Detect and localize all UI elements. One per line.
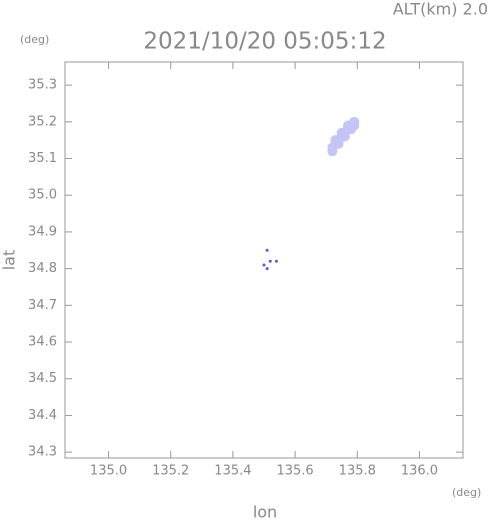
y-tick-label: 34.7 [28, 298, 57, 313]
x-tick-label: 135.6 [276, 464, 313, 479]
echo-point [265, 267, 269, 271]
x-tick-label: 136.0 [401, 464, 438, 479]
y-unit: (deg) [20, 33, 49, 46]
echo-point [265, 248, 269, 252]
y-tick-label: 35.0 [28, 188, 57, 203]
echo-point [274, 259, 278, 263]
x-tick-label: 135.8 [339, 464, 376, 479]
echo-point [330, 135, 341, 146]
y-tick-label: 35.2 [28, 114, 57, 129]
y-tick-label: 34.6 [28, 335, 57, 350]
x-tick-label: 135.4 [214, 464, 251, 479]
chart-title: 2021/10/20 05:05:12 [143, 29, 386, 55]
echo-point [262, 263, 266, 267]
y-tick-label: 34.8 [28, 261, 57, 276]
y-tick-label: 34.5 [28, 371, 57, 386]
altitude-label: ALT(km) 2.0 [393, 0, 488, 19]
echo-point [349, 120, 360, 131]
y-tick-label: 34.3 [28, 445, 57, 460]
echo-point [336, 127, 347, 138]
y-tick-label: 34.9 [28, 224, 57, 239]
x-tick-label: 135.0 [90, 464, 127, 479]
echo-point [327, 146, 338, 157]
y-tick-label: 35.1 [28, 151, 57, 166]
x-unit: (deg) [452, 486, 481, 499]
y-axis-label: lat [0, 250, 19, 271]
echo-point [268, 259, 272, 263]
y-tick-label: 35.3 [28, 78, 57, 93]
x-tick-label: 135.2 [152, 464, 189, 479]
x-axis-label: lon [253, 503, 277, 521]
y-tick-label: 34.4 [28, 408, 57, 423]
plot-frame [64, 61, 464, 459]
